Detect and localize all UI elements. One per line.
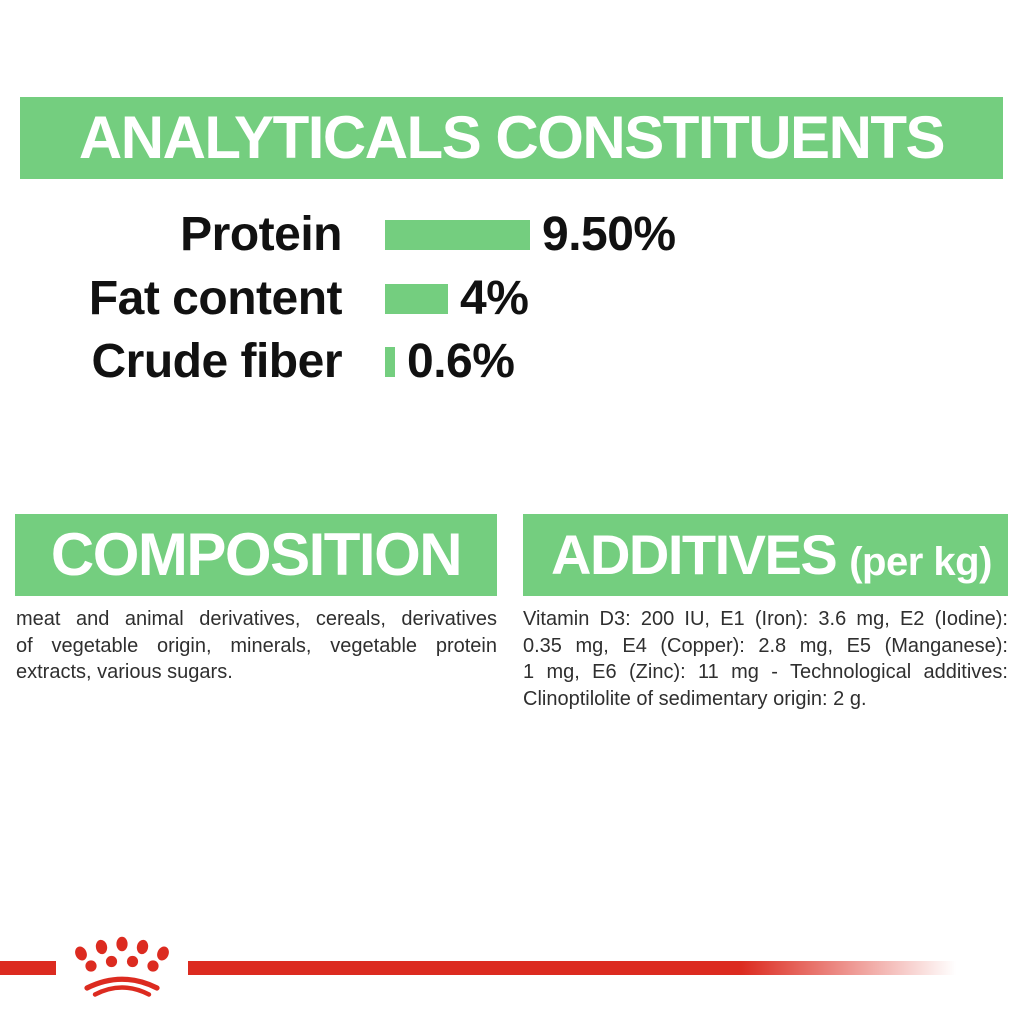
- chart-value-protein: 9.50%: [542, 208, 676, 261]
- additives-line: Vitamin D3: 200 IU, E1 (Iron): 3.6 mg, E…: [523, 608, 1008, 630]
- analyticals-constituents-banner: ANALYTICALS CONSTITUENTS: [20, 97, 1003, 179]
- additives-line: 1 mg, E6 (Zinc): 11 mg - Technological a…: [523, 661, 1008, 683]
- composition-title: COMPOSITION: [50, 521, 463, 588]
- additives-line: 0.35 mg, E4 (Copper): 2.8 mg, E5 (Mangan…: [523, 634, 1008, 657]
- chart-bar-protein: [385, 220, 530, 250]
- composition-line: meat and animal derivatives, cereals, de…: [16, 608, 497, 630]
- royal-canin-crown-paw-icon: [75, 936, 169, 997]
- chart-bar-crude-fiber: [385, 347, 395, 377]
- chart-row-protein: Protein 9.50%: [16, 205, 676, 265]
- chart-label-crude-fiber: Crude fiber: [91, 335, 342, 388]
- composition-banner: COMPOSITION: [15, 514, 497, 596]
- footer-red-band-fade: [188, 961, 956, 975]
- chart-label-protein: Protein: [180, 208, 342, 261]
- additives-banner: ADDITIVES (per kg): [523, 514, 1008, 596]
- composition-line: of vegetable origin, minerals, vegetable…: [16, 634, 497, 657]
- chart-value-crude-fiber: 0.6%: [407, 335, 515, 388]
- footer-red-band-left: [0, 961, 56, 975]
- additives-text: Vitamin D3: 200 IU, E1 (Iron): 3.6 mg, E…: [523, 606, 1008, 712]
- composition-text: meat and animal derivatives, cereals, de…: [16, 606, 497, 686]
- chart-bar-fat-content: [385, 284, 448, 314]
- analyticals-constituents-title: ANALYTICALS CONSTITUENTS: [78, 104, 946, 171]
- chart-value-fat-content: 4%: [460, 272, 529, 325]
- chart-label-fat-content: Fat content: [88, 272, 343, 325]
- additives-per-kg-label: (per kg): [849, 540, 992, 584]
- chart-row-crude-fiber: Crude fiber 0.6%: [16, 332, 514, 392]
- chart-row-fat-content: Fat content 4%: [16, 269, 529, 329]
- additives-line: Clinoptilolite of sedimentary origin: 2 …: [523, 687, 867, 710]
- additives-title: ADDITIVES: [551, 523, 838, 586]
- composition-line: extracts, various sugars.: [16, 661, 233, 683]
